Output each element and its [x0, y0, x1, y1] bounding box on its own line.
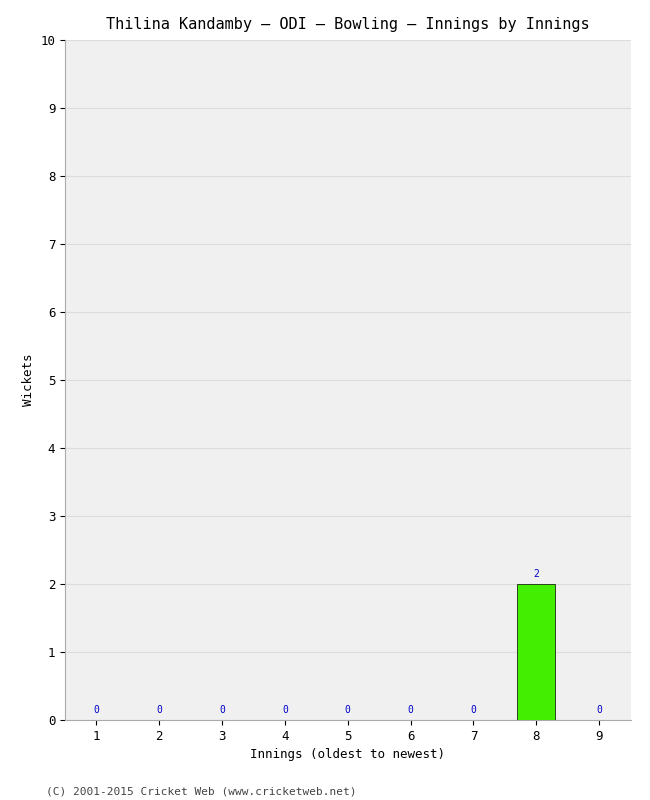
X-axis label: Innings (oldest to newest): Innings (oldest to newest)	[250, 748, 445, 762]
Text: 0: 0	[219, 706, 225, 715]
Bar	[517, 584, 555, 720]
Y-axis label: Wickets: Wickets	[21, 354, 34, 406]
Text: 0: 0	[471, 706, 476, 715]
Text: 0: 0	[344, 706, 351, 715]
Text: 0: 0	[596, 706, 602, 715]
Text: 0: 0	[156, 706, 162, 715]
Text: 0: 0	[408, 706, 413, 715]
Text: 0: 0	[282, 706, 288, 715]
Text: 0: 0	[94, 706, 99, 715]
Text: (C) 2001-2015 Cricket Web (www.cricketweb.net): (C) 2001-2015 Cricket Web (www.cricketwe…	[46, 786, 356, 796]
Title: Thilina Kandamby – ODI – Bowling – Innings by Innings: Thilina Kandamby – ODI – Bowling – Innin…	[106, 17, 590, 32]
Text: 2: 2	[533, 570, 540, 579]
